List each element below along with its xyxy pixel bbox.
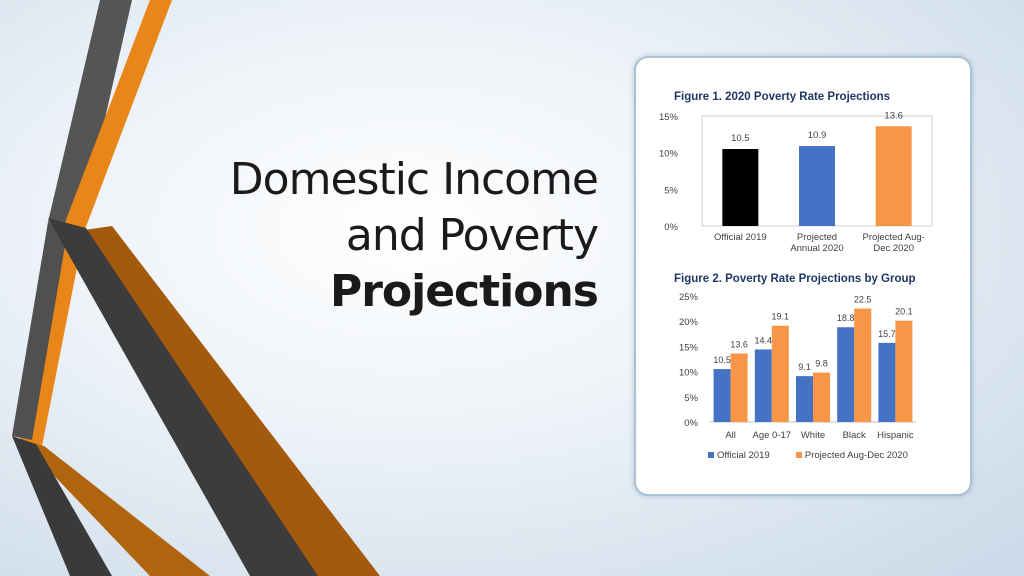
orange-band-bottom: [20, 440, 210, 576]
orange-band-diagonal: [84, 226, 380, 576]
bar-official-2019: [713, 369, 731, 422]
title-line-2: and Poverty: [345, 210, 599, 261]
data-label: 13.6: [884, 110, 903, 121]
data-label: 22.5: [854, 295, 872, 305]
data-label: 10.9: [808, 130, 827, 141]
gray-stripe-top: [48, 0, 132, 228]
gray-band-bottom: [12, 436, 112, 576]
bar-official-2019: [878, 342, 896, 422]
x-tick-label: Dec 2020: [873, 243, 914, 254]
data-label: 9.8: [815, 359, 828, 369]
y-tick-label: 10%: [679, 368, 699, 379]
x-tick-label: Projected Aug-: [863, 232, 925, 243]
x-tick-label: Official 2019: [714, 232, 767, 243]
title-line-3: Projections: [329, 266, 599, 317]
data-label: 10.5: [713, 355, 731, 365]
y-tick-label: 20%: [679, 317, 699, 328]
legend-label: Projected Aug-Dec 2020: [805, 450, 908, 461]
legend-swatch: [795, 452, 802, 458]
data-label: 15.7: [878, 329, 896, 339]
bar: [722, 149, 759, 226]
data-label: 18.8: [837, 313, 855, 323]
x-tick-label: Annual 2020: [790, 243, 843, 254]
y-tick-label: 15%: [679, 342, 699, 353]
slide-title: Domestic Income and Poverty Projections: [150, 152, 599, 320]
bar-official-2019: [837, 327, 855, 422]
bar-official-2019: [754, 349, 772, 422]
y-tick-label: 25%: [679, 292, 699, 303]
orange-stripe-top: [64, 0, 172, 232]
bar-projected-aug-dec-2020: [854, 308, 872, 422]
bar-projected-aug-dec-2020: [730, 353, 748, 422]
bar-projected-aug-dec-2020: [771, 325, 789, 422]
y-tick-label: 5%: [684, 393, 698, 404]
data-label: 14.4: [755, 335, 773, 345]
figure-1-title: Figure 1. 2020 Poverty Rate Projections: [674, 91, 891, 103]
data-label: 9.1: [798, 362, 811, 372]
x-tick-label: Black: [843, 430, 866, 441]
y-tick-label: 15%: [659, 112, 679, 123]
x-tick-label: Hispanic: [877, 430, 914, 441]
figure-2-title: Figure 2. Poverty Rate Projections by Gr…: [674, 273, 916, 285]
gray-stripe-left: [12, 222, 68, 440]
y-tick-label: 5%: [664, 185, 678, 196]
y-tick-label: 0%: [664, 222, 678, 233]
data-label: 19.1: [772, 312, 790, 322]
y-tick-label: 10%: [659, 149, 679, 160]
data-label: 10.5: [731, 133, 750, 144]
x-tick-label: Age 0-17: [753, 430, 792, 441]
data-label: 20.1: [895, 307, 913, 317]
y-tick-label: 0%: [684, 418, 698, 429]
x-tick-label: Projected: [797, 232, 837, 243]
legend-swatch: [708, 452, 714, 458]
bar-official-2019: [796, 376, 813, 422]
bar-projected-aug-dec-2020: [813, 372, 830, 422]
x-tick-label: White: [801, 430, 825, 441]
figure-2-chart: 0% 5% 10% 15% 20% 25% 10.5 13.6 All 14.4 19.1 Age 0…: [679, 292, 916, 461]
figure-1-chart: 0% 5% 10% 15% 10.5 Official 2019 10.9 Projected…: [659, 110, 933, 254]
bar-projected-aug-dec-2020: [895, 320, 913, 422]
bar: [799, 146, 835, 226]
x-tick-label: All: [725, 430, 736, 441]
title-line-1: Domestic Income: [229, 154, 599, 205]
charts-card: Figure 1. 2020 Poverty Rate Projections …: [634, 56, 972, 496]
legend-label: Official 2019: [717, 450, 770, 461]
bar: [875, 126, 912, 226]
data-label: 13.6: [730, 339, 748, 349]
gray-band-diagonal: [48, 218, 318, 576]
